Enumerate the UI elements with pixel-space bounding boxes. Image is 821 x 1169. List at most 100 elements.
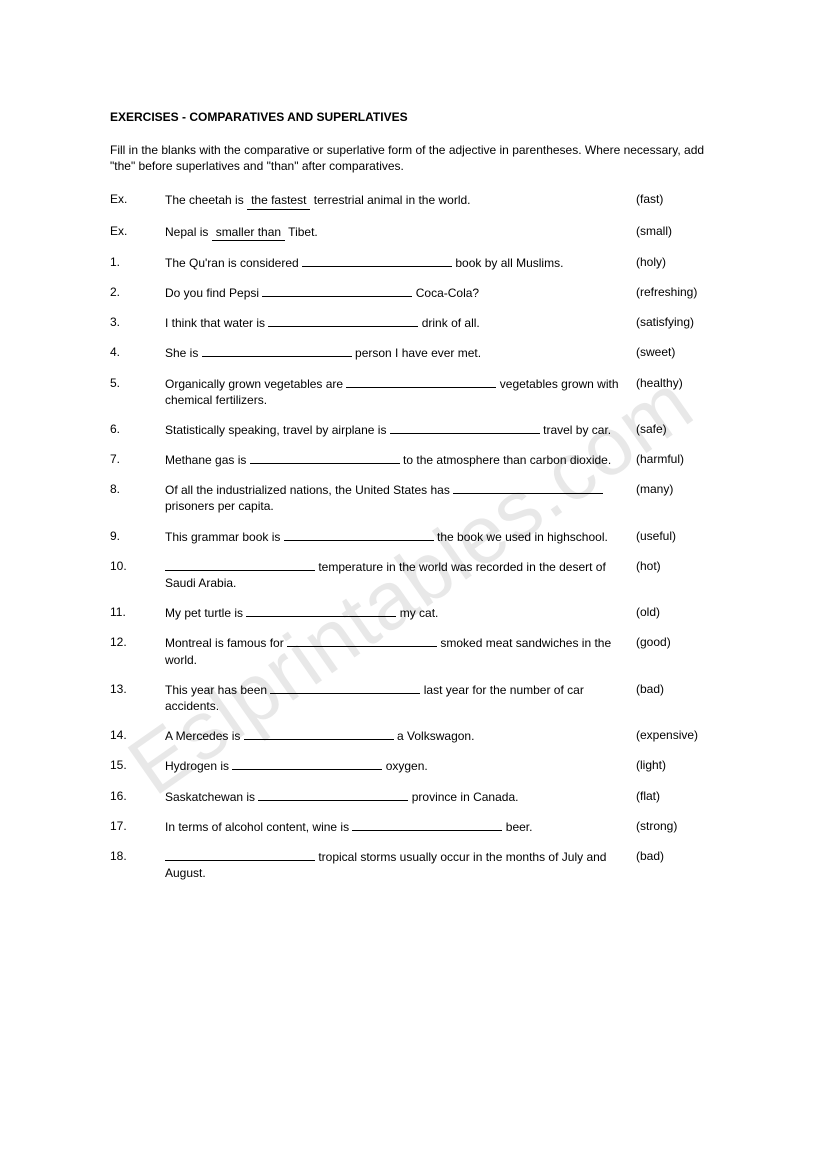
blank-input[interactable] bbox=[262, 286, 412, 297]
sentence-pre: A Mercedes is bbox=[165, 729, 244, 743]
filled-answer: smaller than bbox=[212, 224, 285, 241]
sentence-text: Hydrogen is oxygen. bbox=[165, 758, 636, 774]
blank-input[interactable] bbox=[250, 453, 400, 464]
adjective-hint: (fast) bbox=[636, 192, 721, 206]
row-number: 7. bbox=[110, 452, 165, 466]
worksheet-title: EXERCISES - COMPARATIVES AND SUPERLATIVE… bbox=[110, 110, 721, 124]
sentence-text: A Mercedes is a Volkswagon. bbox=[165, 728, 636, 744]
blank-input[interactable] bbox=[268, 316, 418, 327]
sentence-pre: Nepal is bbox=[165, 225, 212, 239]
exercise-row: 9.This grammar book is the book we used … bbox=[110, 529, 721, 545]
blank-input[interactable] bbox=[287, 636, 437, 647]
sentence-text: She is person I have ever met. bbox=[165, 345, 636, 361]
exercise-row: 18. tropical storms usually occur in the… bbox=[110, 849, 721, 881]
row-number: 9. bbox=[110, 529, 165, 543]
exercise-row: 6.Statistically speaking, travel by airp… bbox=[110, 422, 721, 438]
sentence-pre: Organically grown vegetables are bbox=[165, 377, 346, 391]
blank-input[interactable] bbox=[202, 346, 352, 357]
blank-input[interactable] bbox=[258, 789, 408, 800]
blank-input[interactable] bbox=[352, 819, 502, 830]
exercise-row: 12.Montreal is famous for smoked meat sa… bbox=[110, 635, 721, 667]
sentence-pre: Hydrogen is bbox=[165, 759, 232, 773]
row-number: 12. bbox=[110, 635, 165, 649]
sentence-text: In terms of alcohol content, wine is bee… bbox=[165, 819, 636, 835]
sentence-text: temperature in the world was recorded in… bbox=[165, 559, 636, 591]
sentence-pre: Saskatchewan is bbox=[165, 790, 258, 804]
adjective-hint: (small) bbox=[636, 224, 721, 238]
worksheet-page: EXERCISES - COMPARATIVES AND SUPERLATIVE… bbox=[0, 0, 821, 955]
exercise-row: 14.A Mercedes is a Volkswagon.(expensive… bbox=[110, 728, 721, 744]
exercise-row: 7.Methane gas is to the atmosphere than … bbox=[110, 452, 721, 468]
sentence-post: terrestrial animal in the world. bbox=[310, 193, 470, 207]
row-number: 5. bbox=[110, 376, 165, 390]
sentence-pre: Statistically speaking, travel by airpla… bbox=[165, 423, 390, 437]
exercise-row: 4.She is person I have ever met.(sweet) bbox=[110, 345, 721, 361]
blank-input[interactable] bbox=[270, 682, 420, 693]
sentence-post: my cat. bbox=[396, 606, 438, 620]
sentence-text: This year has been last year for the num… bbox=[165, 682, 636, 714]
blank-input[interactable] bbox=[246, 606, 396, 617]
adjective-hint: (many) bbox=[636, 482, 721, 496]
blank-input[interactable] bbox=[390, 422, 540, 433]
sentence-pre: Do you find Pepsi bbox=[165, 286, 262, 300]
adjective-hint: (healthy) bbox=[636, 376, 721, 390]
adjective-hint: (old) bbox=[636, 605, 721, 619]
sentence-post: province in Canada. bbox=[408, 790, 518, 804]
sentence-text: Of all the industrialized nations, the U… bbox=[165, 482, 636, 514]
sentence-text: tropical storms usually occur in the mon… bbox=[165, 849, 636, 881]
sentence-post: travel by car. bbox=[540, 423, 611, 437]
sentence-text: The Qu'ran is considered book by all Mus… bbox=[165, 255, 636, 271]
adjective-hint: (useful) bbox=[636, 529, 721, 543]
blank-input[interactable] bbox=[244, 729, 394, 740]
row-number: 17. bbox=[110, 819, 165, 833]
adjective-hint: (safe) bbox=[636, 422, 721, 436]
exercise-row: 15.Hydrogen is oxygen.(light) bbox=[110, 758, 721, 774]
row-number: 13. bbox=[110, 682, 165, 696]
sentence-pre: Methane gas is bbox=[165, 453, 250, 467]
blank-input[interactable] bbox=[165, 559, 315, 570]
sentence-text: This grammar book is the book we used in… bbox=[165, 529, 636, 545]
row-number: 18. bbox=[110, 849, 165, 863]
sentence-post: Coca-Cola? bbox=[412, 286, 479, 300]
sentence-pre: The Qu'ran is considered bbox=[165, 256, 302, 270]
exercise-row: 11.My pet turtle is my cat.(old) bbox=[110, 605, 721, 621]
sentence-pre: The cheetah is bbox=[165, 193, 247, 207]
sentence-pre: In terms of alcohol content, wine is bbox=[165, 820, 352, 834]
blank-input[interactable] bbox=[453, 483, 603, 494]
row-number: 16. bbox=[110, 789, 165, 803]
example-row: Ex. Nepal is smaller than Tibet. (small) bbox=[110, 224, 721, 241]
row-number: 1. bbox=[110, 255, 165, 269]
sentence-pre: My pet turtle is bbox=[165, 606, 246, 620]
row-number: 2. bbox=[110, 285, 165, 299]
sentence-pre: This grammar book is bbox=[165, 530, 284, 544]
instructions-text: Fill in the blanks with the comparative … bbox=[110, 142, 721, 174]
blank-input[interactable] bbox=[165, 849, 315, 860]
sentence-post: person I have ever met. bbox=[352, 346, 481, 360]
example-row: Ex. The cheetah is the fastest terrestri… bbox=[110, 192, 721, 209]
sentence-post: the book we used in highschool. bbox=[434, 530, 608, 544]
adjective-hint: (good) bbox=[636, 635, 721, 649]
exercise-row: 5.Organically grown vegetables are veget… bbox=[110, 376, 721, 408]
adjective-hint: (refreshing) bbox=[636, 285, 721, 299]
exercise-row: 3.I think that water is drink of all.(sa… bbox=[110, 315, 721, 331]
sentence-pre: I think that water is bbox=[165, 316, 268, 330]
sentence-text: Organically grown vegetables are vegetab… bbox=[165, 376, 636, 408]
adjective-hint: (bad) bbox=[636, 849, 721, 863]
row-number: Ex. bbox=[110, 224, 165, 238]
sentence-pre: This year has been bbox=[165, 683, 270, 697]
exercise-row: 17.In terms of alcohol content, wine is … bbox=[110, 819, 721, 835]
row-number: 8. bbox=[110, 482, 165, 496]
sentence-post: prisoners per capita. bbox=[165, 499, 274, 513]
adjective-hint: (harmful) bbox=[636, 452, 721, 466]
adjective-hint: (sweet) bbox=[636, 345, 721, 359]
blank-input[interactable] bbox=[232, 759, 382, 770]
sentence-post: beer. bbox=[502, 820, 532, 834]
blank-input[interactable] bbox=[302, 255, 452, 266]
items-container: 1.The Qu'ran is considered book by all M… bbox=[110, 255, 721, 882]
sentence-post: drink of all. bbox=[418, 316, 479, 330]
row-number: 3. bbox=[110, 315, 165, 329]
adjective-hint: (hot) bbox=[636, 559, 721, 573]
blank-input[interactable] bbox=[346, 376, 496, 387]
adjective-hint: (holy) bbox=[636, 255, 721, 269]
blank-input[interactable] bbox=[284, 529, 434, 540]
